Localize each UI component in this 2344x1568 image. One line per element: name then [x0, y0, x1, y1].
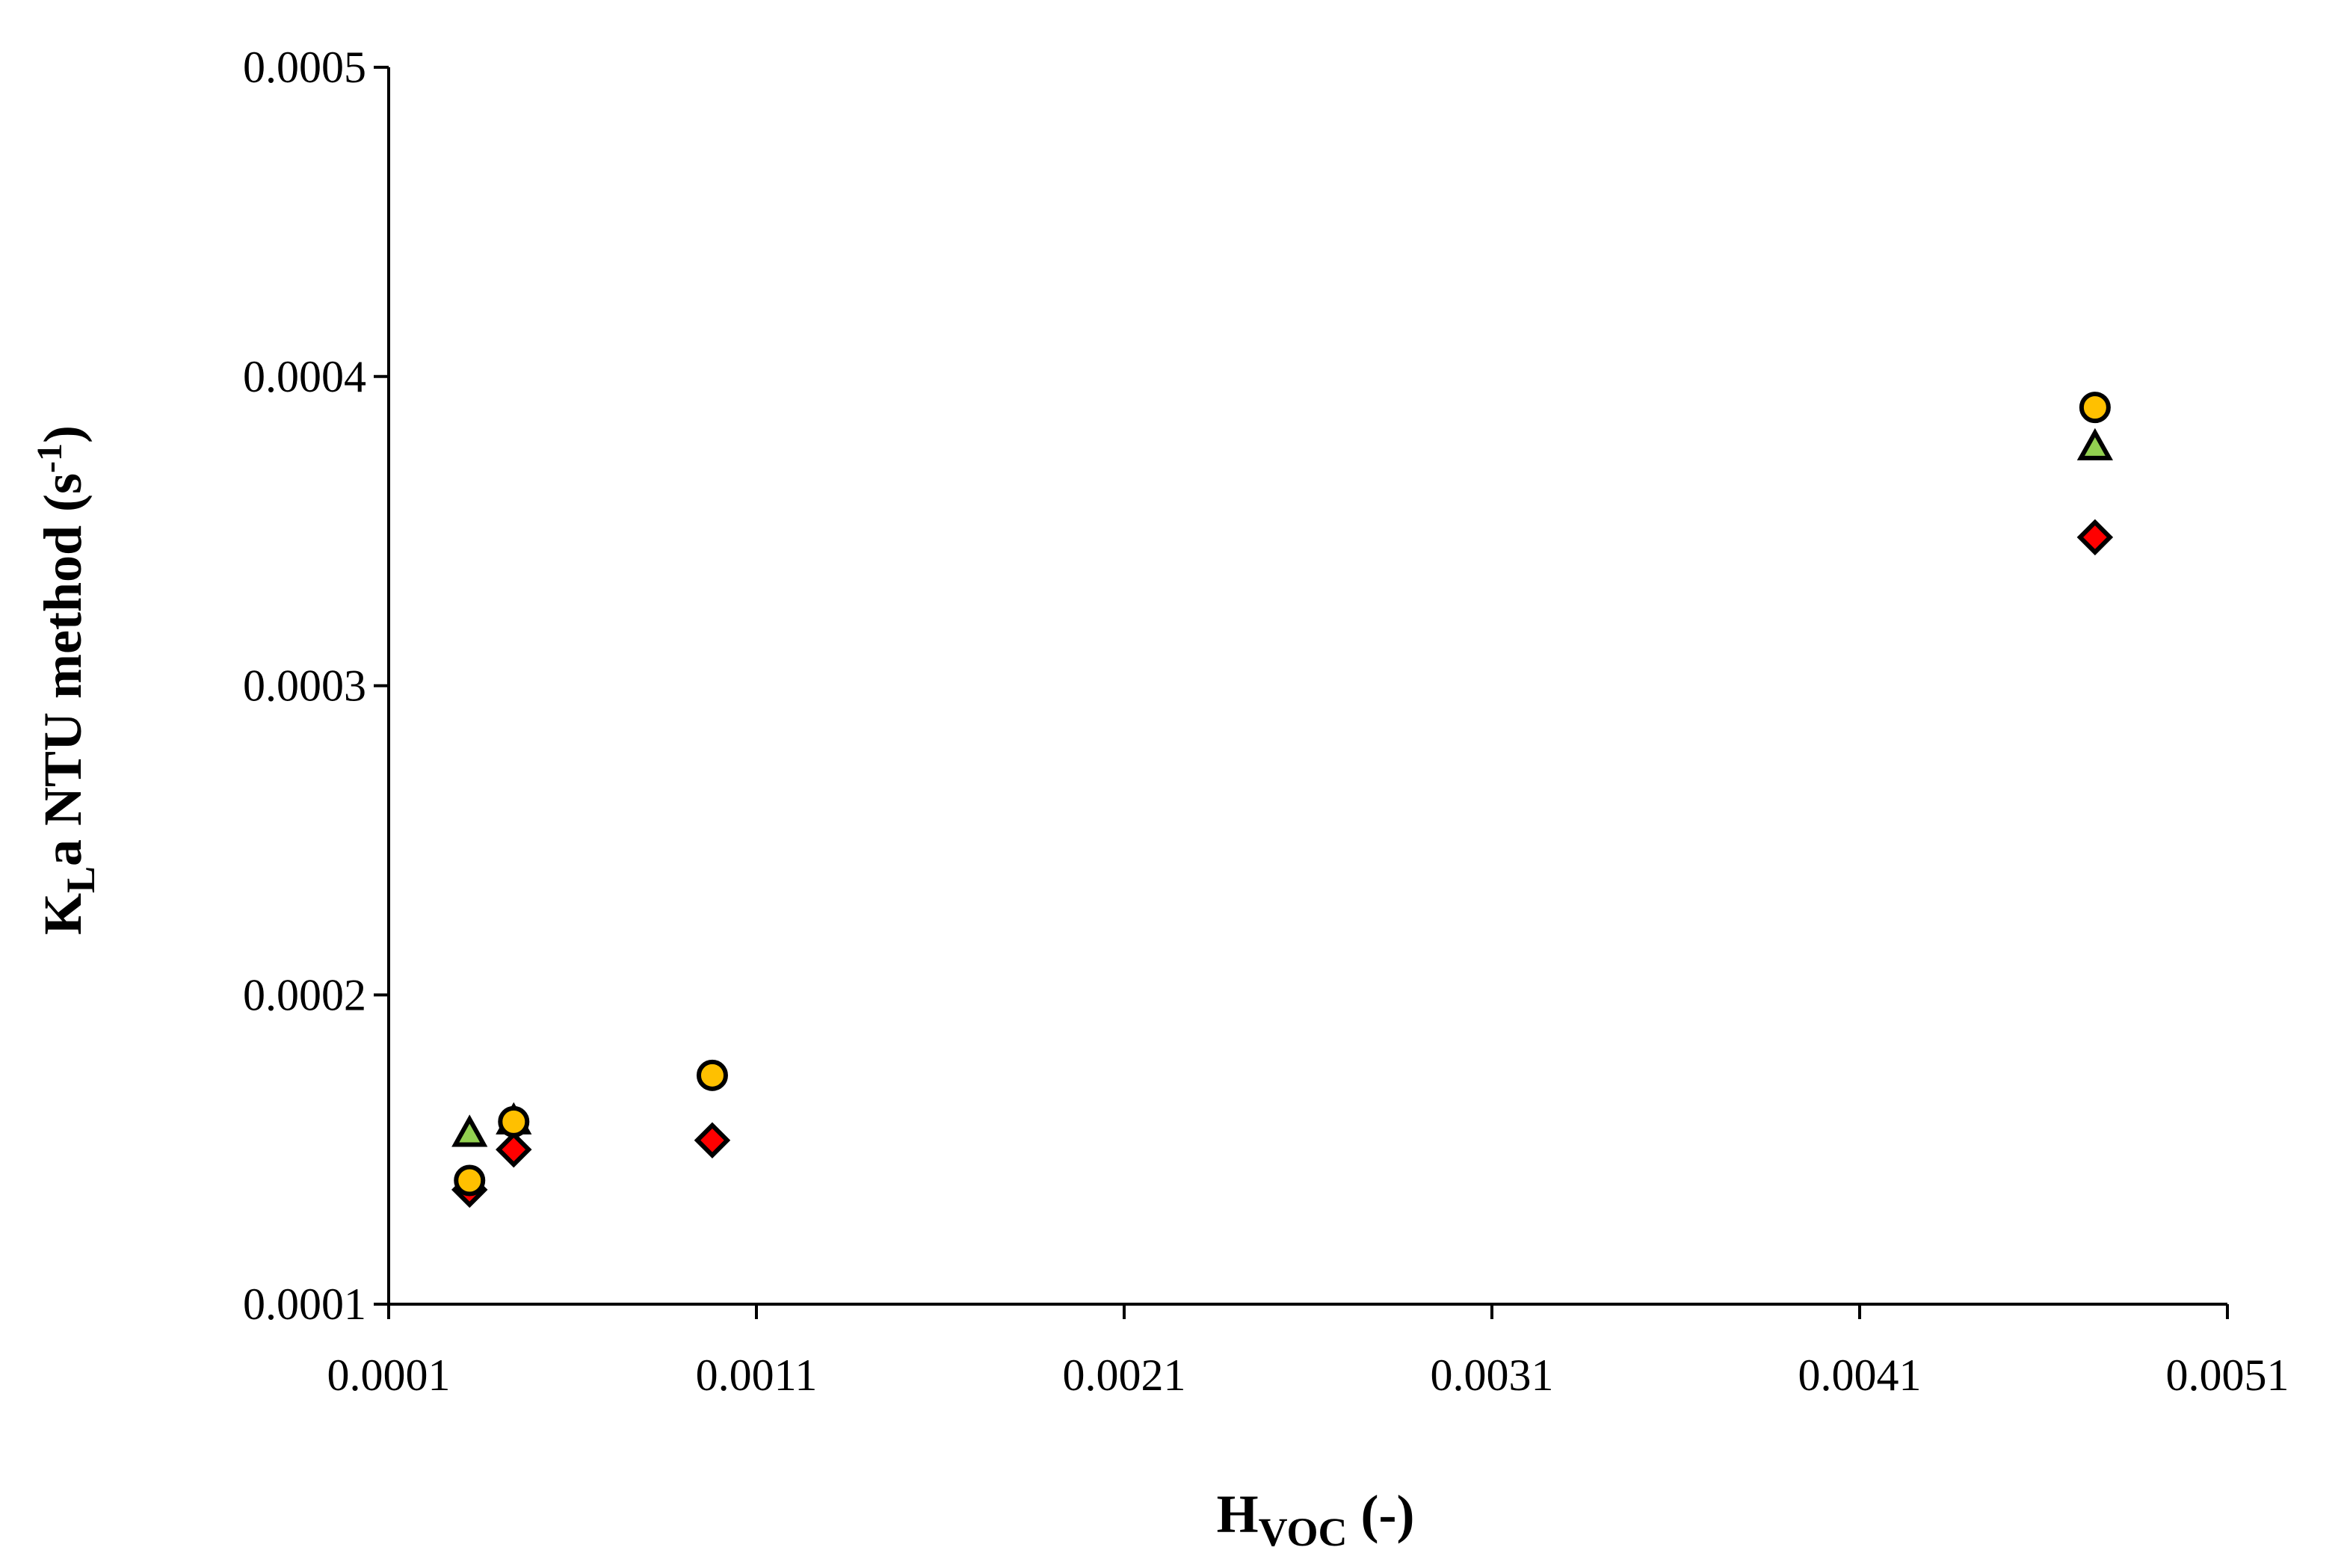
triangle-point: [2076, 428, 2113, 460]
x-tick-label: 0.0031: [1431, 1351, 1554, 1400]
x-tick-label: 0.0001: [327, 1351, 451, 1400]
x-axis-title-sub: VOC: [1259, 1510, 1348, 1555]
y-axis-title-middle: a NTU method (s: [33, 473, 93, 866]
y-axis-title-main: K: [33, 893, 93, 935]
diamond-point: [2076, 519, 2114, 556]
x-tick-label: 0.0041: [1798, 1351, 1922, 1400]
diamond-point: [694, 1122, 731, 1158]
circle-point: [498, 1105, 530, 1138]
series-circle: [454, 392, 2111, 1197]
diamond-point: [496, 1131, 532, 1168]
y-axis-title-sub: L: [58, 866, 103, 893]
circle-point: [696, 1059, 728, 1091]
y-tick-label: 0.0002: [243, 970, 366, 1019]
y-tick-label: 0.0005: [243, 43, 366, 92]
x-axis-title-suffix: (-): [1348, 1484, 1415, 1544]
y-tick-label: 0.0003: [243, 661, 366, 711]
x-tick-label: 0.0011: [696, 1351, 818, 1400]
x-axis-title-main: H: [1217, 1484, 1259, 1544]
x-axis-title: HVOC (-): [1217, 1484, 1415, 1555]
y-tick-label: 0.0004: [243, 352, 366, 401]
x-tick-label: 0.0021: [1063, 1351, 1186, 1400]
series-triangle: [451, 428, 2113, 1147]
y-axis-title-suffix: ): [33, 425, 93, 443]
axes: 0.0001 0.0002 0.0003 0.0004 0.0005 0.0001 0.00…: [243, 43, 2289, 1400]
triangle-point: [451, 1114, 488, 1147]
x-tick-label: 0.0051: [2166, 1351, 2289, 1400]
y-axis-title-sup: -1: [30, 443, 70, 473]
data-marks: [451, 392, 2114, 1209]
circle-point: [454, 1164, 486, 1197]
series-diamond: [451, 519, 2114, 1209]
circle-point: [2079, 392, 2111, 424]
y-tick-label: 0.0001: [243, 1280, 366, 1329]
y-axis-title: KLa NTU method (s-1): [30, 425, 103, 935]
